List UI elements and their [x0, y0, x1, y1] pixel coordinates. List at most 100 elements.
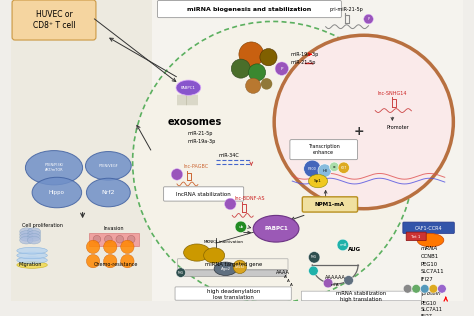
- Text: Hippo: Hippo: [49, 190, 65, 195]
- Circle shape: [121, 240, 134, 253]
- Text: miR-19a-3p: miR-19a-3p: [291, 52, 319, 57]
- Bar: [89, 233, 139, 246]
- Text: miRNA biogenesis and stabilization: miRNA biogenesis and stabilization: [187, 7, 311, 12]
- Circle shape: [338, 162, 349, 173]
- Circle shape: [309, 252, 320, 263]
- Text: exosomes: exosomes: [168, 117, 222, 127]
- Ellipse shape: [183, 244, 210, 261]
- Text: mRNA: mRNA: [421, 246, 438, 251]
- Circle shape: [93, 235, 100, 243]
- Text: lnc-PAGBC: lnc-PAGBC: [183, 164, 209, 169]
- Ellipse shape: [309, 174, 328, 188]
- Ellipse shape: [417, 234, 444, 247]
- Text: +: +: [354, 125, 365, 138]
- Circle shape: [337, 239, 348, 251]
- Text: pri-miR-21-5p: pri-miR-21-5p: [330, 7, 364, 12]
- Circle shape: [429, 284, 438, 293]
- Circle shape: [309, 266, 318, 276]
- Text: AUG: AUG: [347, 247, 361, 252]
- Text: MKNK3-inactivation: MKNK3-inactivation: [204, 240, 244, 244]
- Circle shape: [304, 160, 321, 177]
- Bar: [11, 0, 152, 301]
- Circle shape: [420, 284, 429, 293]
- Ellipse shape: [86, 178, 130, 207]
- Ellipse shape: [17, 252, 47, 259]
- FancyBboxPatch shape: [175, 287, 292, 300]
- FancyBboxPatch shape: [302, 197, 357, 212]
- Text: Sp1: Sp1: [314, 179, 322, 183]
- Ellipse shape: [17, 262, 47, 268]
- Ellipse shape: [20, 236, 33, 244]
- Ellipse shape: [274, 35, 453, 209]
- Text: HUVEC or
CD8⁺ T cell: HUVEC or CD8⁺ T cell: [33, 9, 75, 30]
- Text: Transcription
enhance: Transcription enhance: [308, 144, 339, 155]
- Circle shape: [116, 235, 124, 243]
- Circle shape: [364, 14, 374, 24]
- Circle shape: [248, 64, 265, 81]
- Ellipse shape: [27, 231, 41, 238]
- Text: miR-21-5p: miR-21-5p: [291, 60, 316, 65]
- Circle shape: [231, 59, 250, 78]
- Text: PABPC1: PABPC1: [264, 226, 288, 231]
- Text: GW182: GW182: [235, 265, 245, 269]
- Text: P: P: [281, 67, 283, 70]
- Text: Nrf2: Nrf2: [101, 190, 115, 195]
- Circle shape: [412, 284, 420, 293]
- Ellipse shape: [85, 152, 131, 180]
- Ellipse shape: [27, 228, 41, 235]
- Text: M⁷G: M⁷G: [178, 270, 184, 275]
- Text: mRNA stabilization
high translation: mRNA stabilization high translation: [336, 291, 386, 302]
- Text: miR-21-5p: miR-21-5p: [187, 131, 213, 136]
- Circle shape: [438, 284, 446, 293]
- Text: K27: K27: [340, 166, 347, 170]
- Circle shape: [121, 254, 134, 268]
- Text: m⁶A: m⁶A: [339, 243, 346, 247]
- Ellipse shape: [27, 236, 41, 244]
- Text: SLC7A11: SLC7A11: [421, 307, 443, 312]
- Text: Invasion: Invasion: [104, 226, 124, 231]
- Text: M⁷G: M⁷G: [311, 255, 317, 259]
- Text: Tet 1: Tet 1: [411, 235, 421, 239]
- Ellipse shape: [26, 151, 82, 185]
- Circle shape: [105, 235, 112, 243]
- FancyBboxPatch shape: [157, 1, 341, 18]
- Circle shape: [86, 240, 100, 253]
- FancyBboxPatch shape: [403, 222, 454, 234]
- Text: A: A: [290, 283, 293, 287]
- Text: high deadenylation
low translation: high deadenylation low translation: [207, 289, 260, 300]
- FancyBboxPatch shape: [406, 232, 426, 241]
- Circle shape: [318, 164, 331, 177]
- Text: AAAAAA: AAAAAA: [325, 275, 346, 280]
- Text: m³A: m³A: [331, 283, 339, 287]
- Text: miR-34C: miR-34C: [219, 153, 240, 158]
- Circle shape: [103, 254, 117, 268]
- Circle shape: [260, 49, 277, 66]
- Ellipse shape: [17, 257, 47, 264]
- FancyBboxPatch shape: [290, 140, 357, 160]
- Circle shape: [275, 62, 289, 75]
- Bar: [179, 269, 286, 276]
- Text: A: A: [284, 275, 287, 279]
- Text: AAAA: AAAA: [276, 270, 290, 275]
- Ellipse shape: [20, 231, 33, 238]
- Text: miR-19a-3p: miR-19a-3p: [187, 138, 216, 143]
- Text: SLC7A11: SLC7A11: [421, 269, 445, 274]
- Circle shape: [86, 254, 100, 268]
- Circle shape: [233, 260, 246, 274]
- Text: Ago2: Ago2: [220, 267, 231, 271]
- Text: PABPC1: PABPC1: [181, 86, 196, 90]
- Circle shape: [323, 278, 333, 288]
- FancyBboxPatch shape: [301, 291, 421, 301]
- Ellipse shape: [32, 177, 82, 208]
- Ellipse shape: [20, 228, 33, 235]
- Text: lncRNA stabilization: lncRNA stabilization: [176, 192, 231, 197]
- Circle shape: [239, 42, 264, 67]
- Circle shape: [235, 221, 246, 233]
- Text: ub: ub: [238, 225, 244, 229]
- Text: CCNB1: CCNB1: [421, 254, 439, 259]
- Ellipse shape: [176, 80, 201, 95]
- Circle shape: [246, 78, 261, 94]
- FancyBboxPatch shape: [12, 0, 96, 40]
- Ellipse shape: [214, 262, 237, 276]
- Circle shape: [103, 240, 117, 253]
